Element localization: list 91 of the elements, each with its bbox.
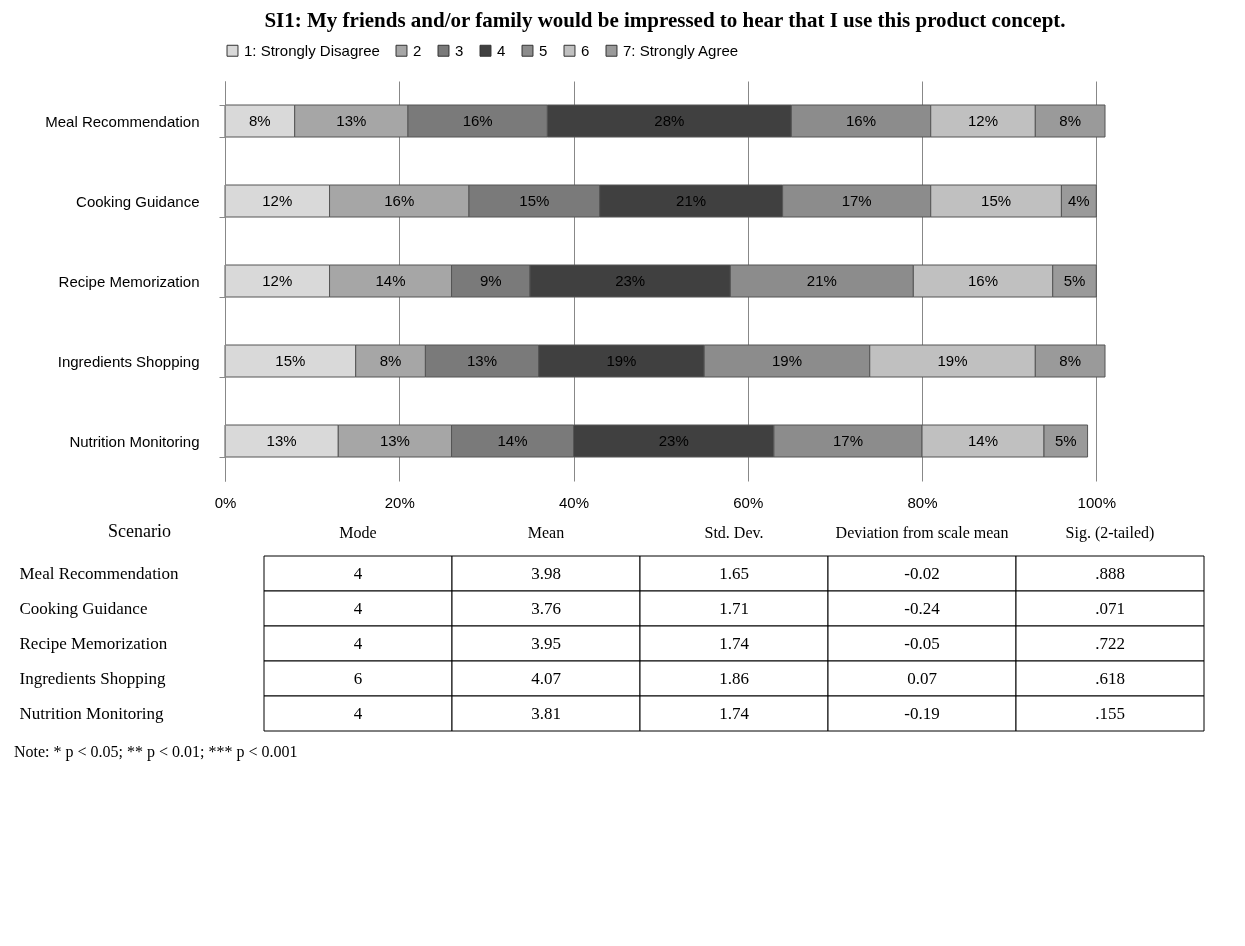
data-label: 1.71: [719, 598, 749, 618]
data-label: 1.65: [719, 563, 749, 583]
data-label: 23%: [658, 432, 689, 449]
y-axis-title: Scenario: [108, 520, 171, 541]
x-tick-label: Std. Dev.: [704, 523, 764, 541]
y-tick-label: Cooking Guidance: [19, 598, 148, 618]
legend-label: 5: [539, 41, 548, 59]
data-label: 1.74: [719, 633, 750, 653]
data-label: 21%: [806, 272, 837, 289]
legend-label: 3: [455, 41, 464, 59]
y-tick-label: Ingredients Shopping: [57, 352, 200, 370]
data-label: 5%: [1063, 272, 1086, 289]
data-label: .071: [1095, 598, 1125, 618]
data-label: -0.02: [904, 563, 940, 583]
data-label: 17%: [832, 432, 863, 449]
data-label: 8%: [249, 112, 271, 129]
data-label: 19%: [606, 352, 637, 369]
chart-title: SI1: My friends and/or family would be impressed to hear that I use this product concept.: [264, 8, 1066, 32]
x-tick-label: 60%: [733, 493, 764, 511]
data-label: 16%: [384, 192, 415, 209]
y-tick-label: Recipe Memorization: [19, 633, 168, 653]
legend-label: 4: [497, 41, 506, 59]
data-label: 8%: [379, 352, 402, 369]
data-label: .618: [1095, 668, 1125, 688]
y-tick-label: Meal Recommendation: [19, 563, 180, 583]
data-label: 15%: [981, 192, 1012, 209]
x-tick-label: Deviation from scale mean: [835, 523, 1009, 541]
y-tick-label: Ingredients Shopping: [19, 668, 166, 688]
legend-label: 6: [581, 41, 590, 59]
data-label: 16%: [846, 112, 877, 129]
x-tick-label: 80%: [907, 493, 938, 511]
data-label: 4: [353, 703, 363, 723]
data-label: 19%: [771, 352, 802, 369]
data-label: 4: [353, 563, 363, 583]
data-label: 13%: [467, 352, 498, 369]
data-label: 4%: [1068, 192, 1090, 209]
data-label: 14%: [497, 432, 528, 449]
data-label: -0.05: [904, 633, 940, 653]
data-label: 5%: [1054, 432, 1077, 449]
data-label: 16%: [968, 272, 999, 289]
x-tick-label: Mode: [339, 523, 377, 541]
data-label: 12%: [262, 192, 293, 209]
data-label: -0.24: [904, 598, 941, 618]
data-label: 28%: [654, 112, 685, 129]
data-label: .888: [1095, 563, 1125, 583]
data-label: 8%: [1059, 352, 1081, 369]
data-label: 4: [353, 633, 363, 653]
data-label: 16%: [462, 112, 493, 129]
x-tick-label: 40%: [559, 493, 590, 511]
x-tick-label: 0%: [214, 493, 237, 511]
y-tick-label: Cooking Guidance: [76, 192, 200, 210]
data-label: 12%: [262, 272, 293, 289]
data-label: 8%: [1059, 112, 1081, 129]
legend-label: 1: Strongly Disagree: [244, 41, 380, 59]
data-label: 4.07: [531, 668, 562, 688]
data-label: 17%: [841, 192, 872, 209]
y-tick-label: Recipe Memorization: [58, 272, 200, 290]
data-label: 23%: [615, 272, 646, 289]
data-label: 3.95: [531, 633, 561, 653]
data-label: 1.74: [719, 703, 750, 723]
x-tick-label: Sig. (2-tailed): [1065, 523, 1155, 542]
data-label: 15%: [519, 192, 550, 209]
data-label: 9%: [479, 272, 502, 289]
data-label: 0.07: [907, 668, 938, 688]
data-label: 6: [353, 668, 363, 688]
data-label: 13%: [379, 432, 410, 449]
y-tick-label: Meal Recommendation: [45, 112, 200, 130]
data-label: 1.86: [719, 668, 749, 688]
data-label: -0.19: [904, 703, 940, 723]
data-label: .722: [1095, 633, 1125, 653]
data-label: 3.76: [531, 598, 561, 618]
y-tick-label: Nutrition Monitoring: [19, 703, 165, 723]
x-tick-label: 20%: [384, 493, 415, 511]
legend-label: 7: Strongly Agree: [623, 41, 739, 59]
data-label: 12%: [968, 112, 999, 129]
data-label: 14%: [968, 432, 999, 449]
data-label: 3.81: [531, 703, 561, 723]
data-label: 4: [353, 598, 363, 618]
legend-label: 2: [413, 41, 422, 59]
data-label: 13%: [336, 112, 367, 129]
data-label: .155: [1095, 703, 1125, 723]
data-label: 13%: [266, 432, 297, 449]
x-tick-label: Mean: [527, 523, 565, 541]
data-label: 21%: [676, 192, 707, 209]
x-tick-label: 100%: [1077, 493, 1116, 511]
text: Note: * p < 0.05; ** p < 0.01; *** p < 0.001: [14, 742, 298, 761]
data-label: 19%: [937, 352, 968, 369]
data-label: 14%: [375, 272, 406, 289]
data-label: 3.98: [531, 563, 561, 583]
data-label: 15%: [275, 352, 306, 369]
y-tick-label: Nutrition Monitoring: [69, 432, 200, 450]
